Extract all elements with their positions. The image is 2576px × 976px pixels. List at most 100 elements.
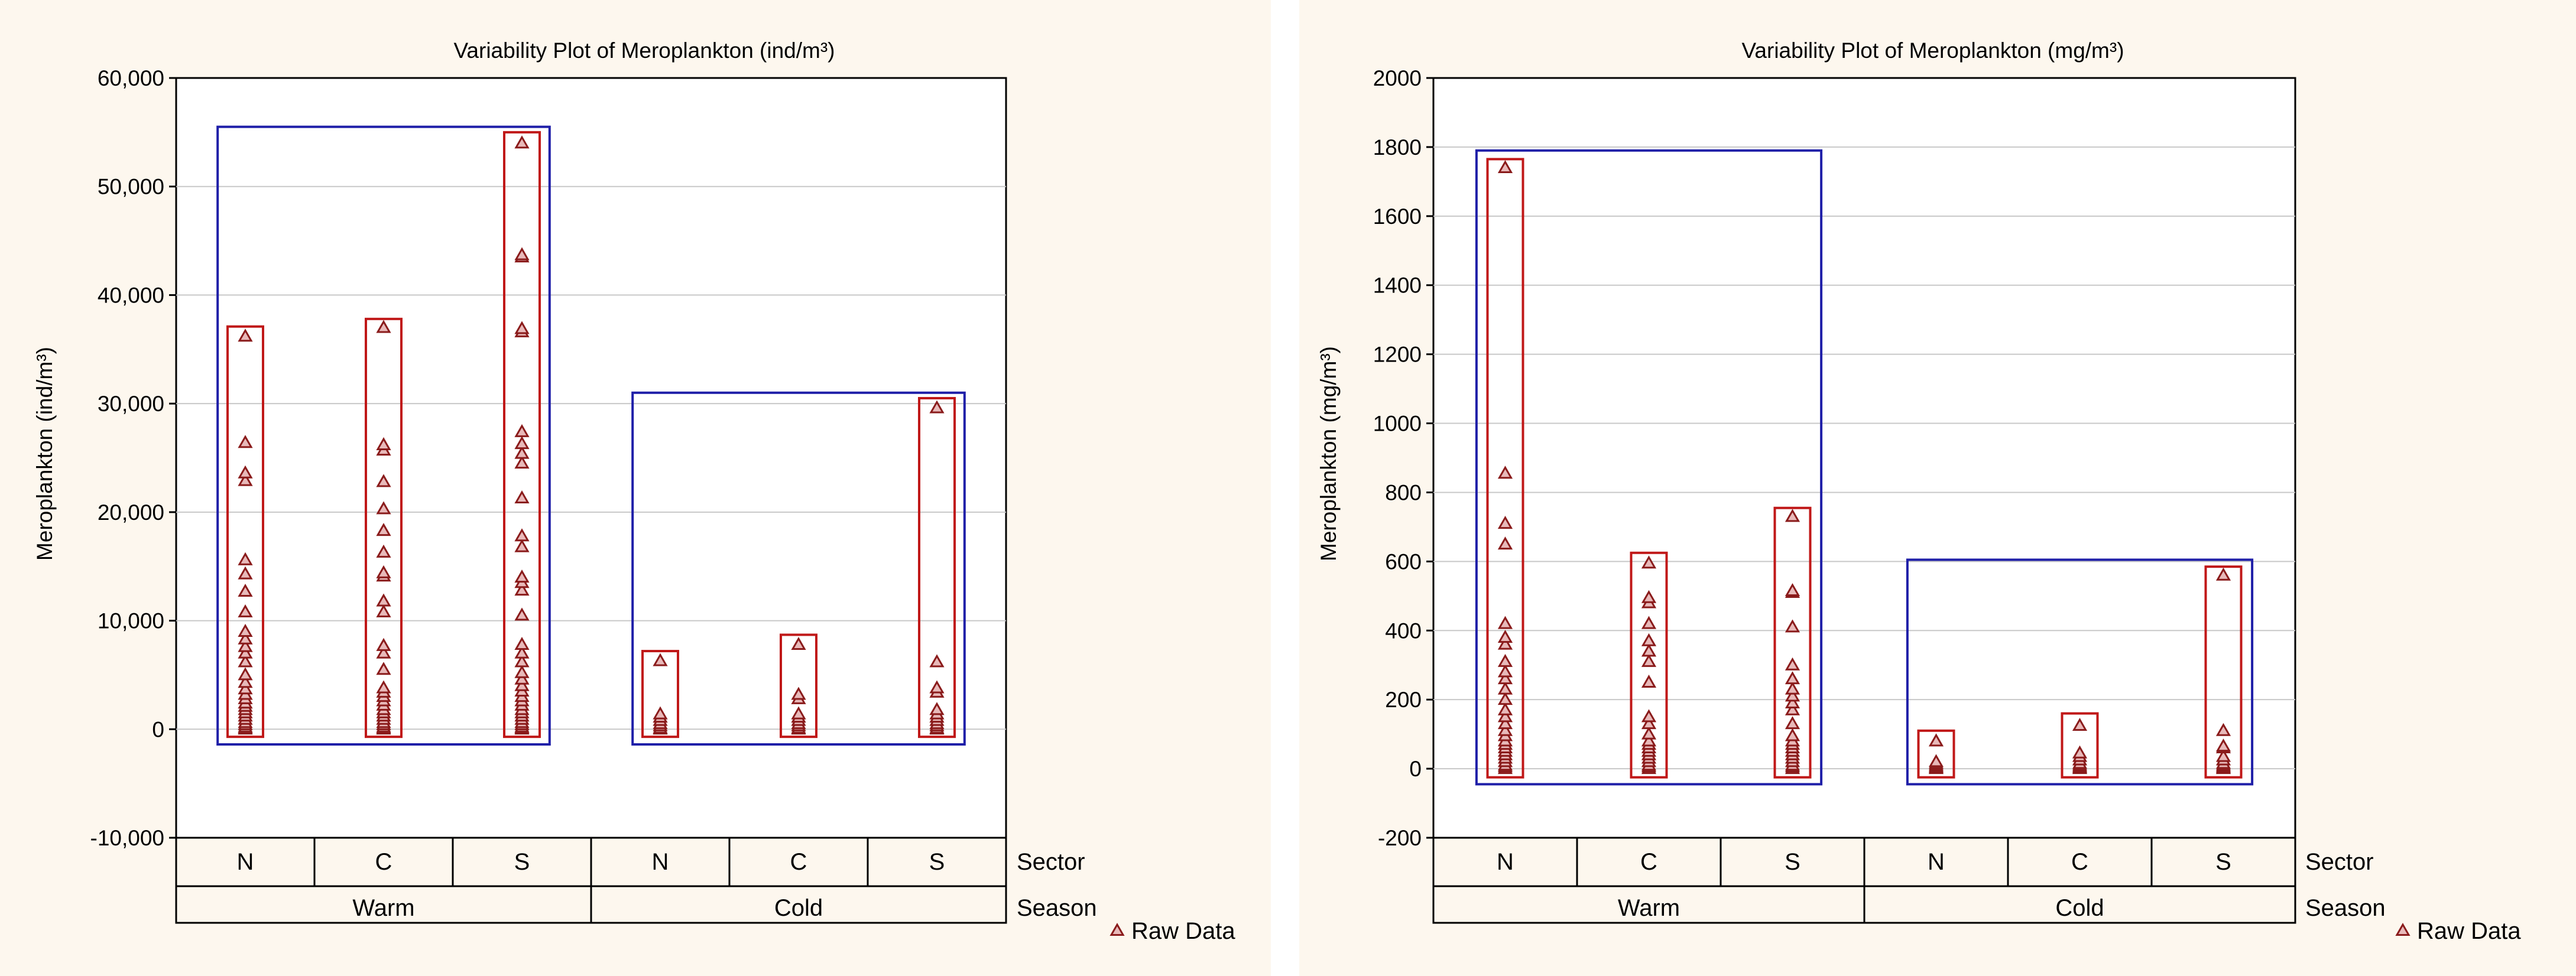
data-point: [514, 528, 530, 542]
plot-area: [175, 77, 1007, 839]
data-point: [514, 539, 530, 552]
data-point: [1641, 643, 1657, 657]
sector-label: C: [375, 849, 392, 875]
data-point: [514, 456, 530, 469]
sector-box: [226, 325, 264, 738]
data-point: [1785, 681, 1800, 695]
data-point: [514, 678, 530, 691]
season-row-label: Season: [1017, 895, 1097, 921]
data-point: [1641, 726, 1657, 740]
data-point: [376, 645, 391, 659]
sector-box: [1486, 158, 1524, 779]
data-point: [376, 593, 391, 607]
sector-label: C: [790, 849, 807, 875]
data-point: [514, 654, 530, 668]
data-point: [929, 400, 945, 414]
data-point: [1497, 692, 1513, 705]
data-point: [1497, 653, 1513, 667]
data-point: [2215, 567, 2231, 581]
chart-title: Variability Plot of Meroplankton (ind/m³…: [453, 38, 835, 63]
y-axis-label: Meroplankton (ind/m³): [33, 347, 57, 561]
sector-box: [1630, 551, 1668, 779]
data-point: [791, 687, 806, 700]
data-point: [514, 607, 530, 621]
data-point: [376, 320, 391, 333]
season-label: Warm: [352, 895, 414, 921]
y-tick-label: 1200: [1373, 343, 1422, 367]
season-label: Warm: [1618, 895, 1680, 921]
data-point: [376, 662, 391, 675]
season-label: Cold: [774, 895, 823, 921]
data-point: [1785, 619, 1800, 633]
season-label: Cold: [2055, 895, 2104, 921]
y-tick-label: 0: [1409, 757, 1422, 781]
data-point: [238, 645, 253, 659]
sector-label: N: [652, 849, 669, 875]
data-point: [1785, 657, 1800, 671]
chart-panel-0: 60,000 50,000 40,000 30,000 20,000 10,000 0 -10…: [0, 0, 1271, 976]
y-tick-label: 10,000: [98, 609, 164, 633]
data-point: [791, 706, 806, 720]
sector-box: [365, 317, 403, 738]
sector-label: S: [2215, 849, 2231, 875]
y-tick-label: 200: [1385, 688, 1422, 712]
data-point: [791, 636, 806, 650]
data-point: [514, 436, 530, 450]
data-point: [514, 665, 530, 678]
data-point: [514, 135, 530, 149]
data-point: [2072, 717, 2088, 731]
data-point: [1497, 160, 1513, 173]
data-point: [514, 671, 530, 685]
data-point: [376, 437, 391, 450]
data-point: [1641, 674, 1657, 688]
data-point: [238, 604, 253, 617]
data-point: [1497, 516, 1513, 529]
season-box: [631, 391, 966, 746]
data-point: [1497, 636, 1513, 650]
data-point: [1497, 536, 1513, 550]
data-point: [2072, 745, 2088, 759]
sector-box: [918, 396, 956, 738]
sector-box: [503, 131, 541, 738]
data-point: [1497, 723, 1513, 736]
y-tick-label: 2000: [1373, 66, 1422, 90]
y-tick-label: 60,000: [98, 66, 164, 90]
y-tick-label: 400: [1385, 619, 1422, 643]
sector-label: N: [1928, 849, 1945, 875]
data-point: [929, 654, 945, 668]
data-point: [1641, 716, 1657, 730]
data-point: [1785, 716, 1800, 730]
y-tick-label: 0: [152, 717, 164, 741]
data-point: [1928, 733, 1944, 747]
sector-box: [2061, 712, 2099, 779]
season-box: [1906, 558, 2254, 786]
season-row-label: Season: [2305, 895, 2386, 921]
data-point: [1497, 629, 1513, 643]
data-point: [238, 435, 253, 448]
data-point: [1928, 754, 1944, 767]
data-point: [238, 465, 253, 479]
chart-title: Variability Plot of Meroplankton (mg/m³): [1741, 38, 2124, 63]
data-point: [1497, 466, 1513, 479]
data-point: [514, 645, 530, 659]
data-point: [1641, 653, 1657, 667]
data-point: [1641, 555, 1657, 569]
data-point: [1497, 671, 1513, 685]
sector-box: [641, 650, 679, 738]
data-point: [238, 566, 253, 580]
data-point: [1641, 590, 1657, 603]
data-point: [1785, 583, 1800, 597]
legend-label: Raw Data: [1131, 918, 1235, 944]
sector-label: N: [237, 849, 254, 875]
data-point: [653, 653, 668, 666]
data-point: [929, 702, 945, 715]
data-point: [1497, 616, 1513, 629]
plot-area: [1432, 77, 2296, 839]
data-point: [514, 490, 530, 503]
sector-box: [2204, 565, 2243, 779]
data-point: [238, 654, 253, 668]
data-point: [376, 604, 391, 617]
data-point: [1641, 709, 1657, 723]
data-point: [376, 523, 391, 536]
sector-box: [1917, 729, 1955, 779]
